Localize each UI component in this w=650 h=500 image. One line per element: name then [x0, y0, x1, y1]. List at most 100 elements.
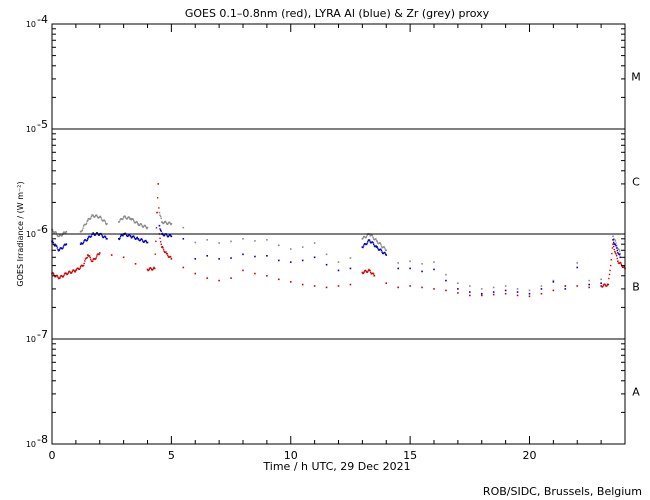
- trace-dot: [144, 224, 146, 227]
- trace-dot: [81, 229, 84, 231]
- data-point: [492, 291, 495, 293]
- y-tick-label: 10: [26, 335, 36, 344]
- data-point: [266, 254, 268, 257]
- trace-dot: [126, 218, 128, 220]
- trace-dot: [154, 253, 156, 255]
- data-point: [98, 252, 101, 254]
- trace-dot: [609, 269, 611, 272]
- trace-dot: [96, 214, 98, 217]
- y-tick-label: 10: [26, 440, 36, 449]
- data-point: [146, 268, 149, 271]
- trace-dot: [371, 241, 374, 243]
- trace-dot: [51, 240, 54, 242]
- trace-dot: [163, 234, 165, 237]
- trace-dot: [152, 268, 154, 271]
- data-point: [540, 288, 543, 290]
- data-point: [254, 255, 256, 258]
- trace-dot: [158, 207, 160, 209]
- trace-dot: [370, 271, 372, 274]
- trace-dot: [616, 257, 618, 260]
- trace-dot: [159, 228, 161, 230]
- data-point: [301, 259, 304, 262]
- credit-label: ROB/SIDC, Brussels, Belgium: [483, 485, 642, 498]
- data-point: [58, 249, 60, 252]
- trace-dot: [65, 244, 67, 246]
- trace-dot: [162, 233, 164, 236]
- data-point: [278, 244, 280, 247]
- data-point: [528, 289, 531, 292]
- trace-dot: [618, 250, 621, 252]
- trace-dot: [379, 242, 381, 244]
- data-point: [361, 271, 364, 274]
- trace-dot: [384, 252, 386, 254]
- trace-dot: [614, 250, 616, 253]
- data-point: [516, 291, 519, 293]
- data-point: [619, 256, 622, 259]
- data-point: [170, 235, 173, 238]
- data-point: [137, 223, 139, 225]
- data-point: [349, 283, 352, 286]
- y-axis-label: GOES Irradiance / (W m⁻²): [16, 181, 25, 286]
- data-point: [385, 254, 388, 256]
- x-tick-label: 5: [168, 449, 175, 462]
- trace-dot: [156, 197, 159, 199]
- trace-dot: [92, 258, 94, 261]
- trace-dot: [367, 271, 369, 273]
- series-0: [51, 183, 626, 298]
- trace-dot: [90, 217, 92, 219]
- trace-dot: [621, 265, 623, 267]
- trace-dot: [127, 217, 129, 219]
- trace-dot: [101, 235, 103, 237]
- trace-dot: [168, 221, 171, 224]
- trace-dot: [136, 236, 139, 239]
- trace-dot: [604, 284, 607, 286]
- trace-dot: [615, 245, 617, 247]
- data-point: [91, 260, 94, 263]
- data-point: [182, 238, 185, 240]
- series-layer: [51, 183, 626, 298]
- trace-dot: [367, 241, 369, 243]
- trace-dot: [363, 243, 365, 246]
- trace-dot: [141, 238, 143, 241]
- trace-dot: [146, 227, 148, 230]
- trace-dot: [90, 236, 92, 238]
- trace-dot: [362, 246, 364, 249]
- trace-dot: [86, 256, 88, 259]
- trace-dot: [54, 275, 57, 278]
- trace-dot: [73, 269, 75, 272]
- trace-dot: [614, 252, 617, 254]
- trace-dot: [165, 233, 168, 236]
- trace-dot: [79, 265, 82, 268]
- trace-dot: [162, 222, 165, 225]
- trace-dot: [125, 234, 128, 237]
- data-point: [153, 267, 156, 270]
- trace-dot: [615, 253, 617, 255]
- trace-dot: [362, 245, 365, 247]
- trace-dot: [608, 273, 611, 276]
- trace-dot: [166, 252, 168, 255]
- trace-dot: [53, 273, 55, 275]
- data-point: [421, 270, 423, 273]
- x-axis-label: Time / h UTC, 29 Dec 2021: [262, 460, 410, 473]
- trace-dot: [168, 234, 170, 237]
- data-point: [349, 257, 352, 259]
- data-point: [65, 272, 68, 275]
- data-point: [182, 226, 185, 229]
- x-tick-label: 0: [49, 449, 56, 462]
- data-point: [617, 260, 619, 263]
- trace-dot: [614, 244, 617, 246]
- trace-dot: [380, 243, 382, 246]
- data-point: [528, 292, 531, 295]
- trace-dot: [618, 248, 620, 251]
- trace-dot: [161, 245, 164, 248]
- trace-dot: [137, 238, 140, 240]
- trace-dot: [614, 240, 617, 242]
- data-point: [122, 216, 125, 218]
- data-point: [588, 279, 590, 282]
- data-point: [266, 274, 268, 277]
- trace-dot: [82, 264, 85, 267]
- trace-dot: [606, 284, 608, 287]
- trace-dot: [81, 230, 83, 232]
- data-point: [156, 211, 158, 214]
- trace-dot: [162, 249, 165, 251]
